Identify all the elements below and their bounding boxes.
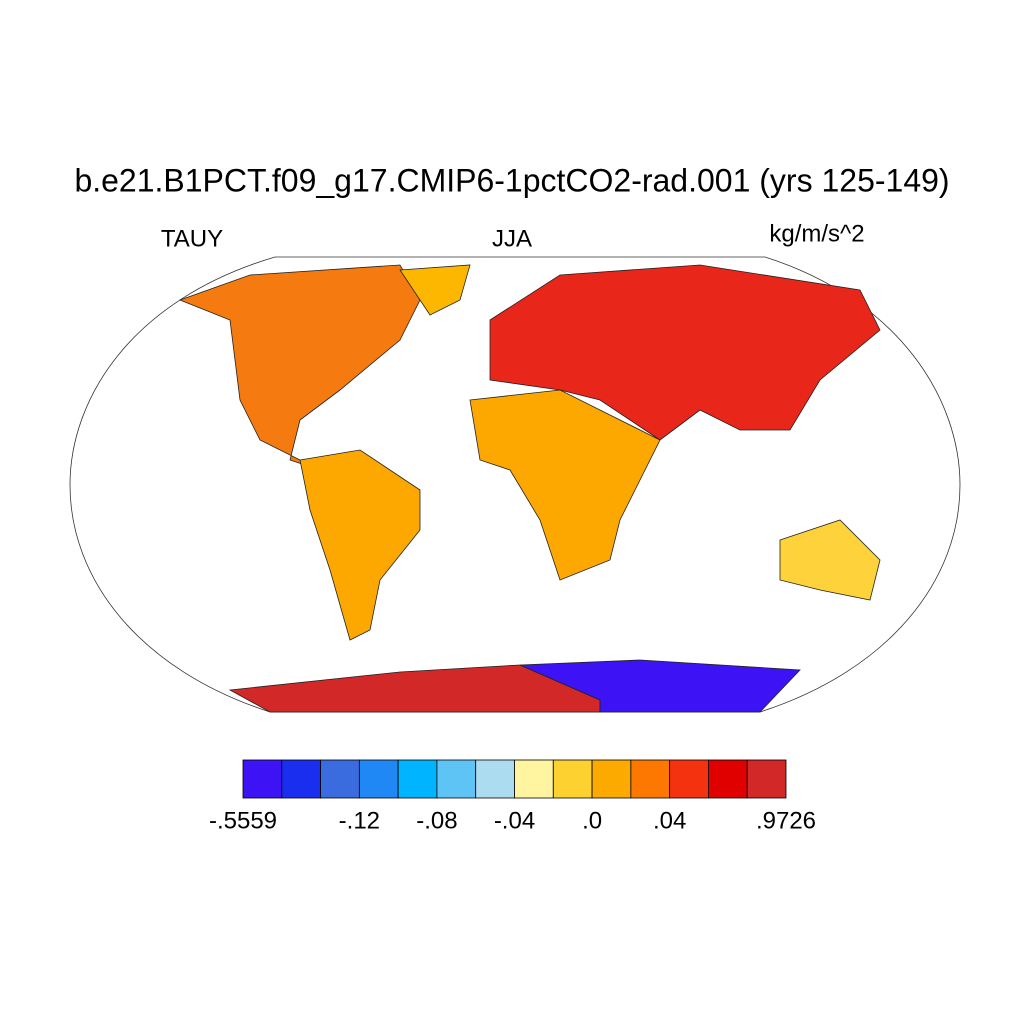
colorbar-box <box>514 759 554 799</box>
colorbar-box <box>552 759 593 799</box>
colorbar-box <box>320 759 360 799</box>
right-string: kg/m/s^2 <box>769 220 864 247</box>
colorbar-box <box>242 759 283 799</box>
north-america <box>178 264 421 471</box>
map <box>69 256 961 713</box>
greenland <box>399 264 471 316</box>
colorbar-box <box>436 759 477 799</box>
title: b.e21.B1PCT.f09_g17.CMIP6-1pctCO2-rad.00… <box>74 162 949 198</box>
africa <box>469 389 661 581</box>
colorbar-box <box>630 759 671 799</box>
colorbar-box <box>281 759 321 799</box>
colorbar-label: -.08 <box>416 807 457 834</box>
colorbar-box <box>475 759 515 799</box>
colorbar-box <box>397 759 438 799</box>
colorbar-label: .04 <box>653 807 686 834</box>
antarctica-east <box>519 659 801 713</box>
colorbar-label: -.12 <box>339 807 380 834</box>
australia <box>779 519 881 601</box>
left-string: TAUY <box>161 225 223 252</box>
colorbar-label: -.5559 <box>209 807 277 834</box>
eurasia <box>489 264 881 441</box>
colorbar: -.5559 -.12 -.08 -.04 .0 .04 .9726 <box>209 759 816 834</box>
colorbar-box <box>669 759 709 799</box>
colorbar-box <box>358 759 399 799</box>
colorbar-box <box>746 759 787 799</box>
colorbar-box <box>708 759 748 799</box>
colorbar-label: .0 <box>582 807 602 834</box>
colorbar-label: -.04 <box>494 807 535 834</box>
center-string: JJA <box>492 225 532 252</box>
colorbar-box <box>591 759 632 799</box>
colorbar-label: .9726 <box>756 807 816 834</box>
south-america <box>299 449 421 641</box>
